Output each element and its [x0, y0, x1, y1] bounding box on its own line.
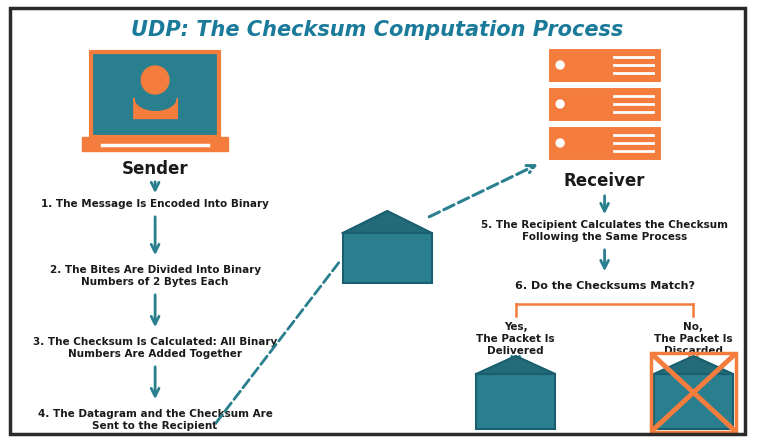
Bar	[91, 52, 220, 137]
Bar	[548, 87, 662, 122]
Bar	[651, 353, 736, 432]
Bar	[548, 126, 662, 161]
Bar	[343, 233, 432, 283]
Text: 3. The Checksum Is Calculated: All Binary
Numbers Are Added Together: 3. The Checksum Is Calculated: All Binar…	[33, 337, 277, 359]
Polygon shape	[477, 356, 556, 374]
Bar	[548, 48, 662, 83]
Text: No,
The Packet Is
Discarded: No, The Packet Is Discarded	[654, 322, 733, 356]
Text: Yes,
The Packet Is
Delivered: Yes, The Packet Is Delivered	[477, 322, 555, 356]
Circle shape	[141, 66, 169, 94]
Bar	[477, 374, 556, 429]
Text: Receiver: Receiver	[564, 172, 645, 190]
Circle shape	[556, 100, 564, 108]
Text: 5. The Recipient Calculates the Checksum
Following the Same Process: 5. The Recipient Calculates the Checksum…	[481, 220, 728, 242]
Circle shape	[556, 61, 564, 69]
Text: 4. The Datagram and the Checksum Are
Sent to the Recipient: 4. The Datagram and the Checksum Are Sen…	[38, 409, 273, 431]
Text: 1. The Message Is Encoded Into Binary: 1. The Message Is Encoded Into Binary	[41, 199, 269, 209]
Polygon shape	[343, 211, 432, 233]
Polygon shape	[654, 356, 733, 374]
Text: UDP: The Checksum Computation Process: UDP: The Checksum Computation Process	[131, 20, 623, 40]
Bar	[82, 137, 228, 151]
Circle shape	[556, 139, 564, 147]
Text: 2. The Bites Are Divided Into Binary
Numbers of 2 Bytes Each: 2. The Bites Are Divided Into Binary Num…	[49, 265, 261, 287]
Text: 6. Do the Checksums Match?: 6. Do the Checksums Match?	[515, 281, 695, 291]
Text: Sender: Sender	[122, 160, 188, 178]
Bar	[654, 374, 733, 429]
